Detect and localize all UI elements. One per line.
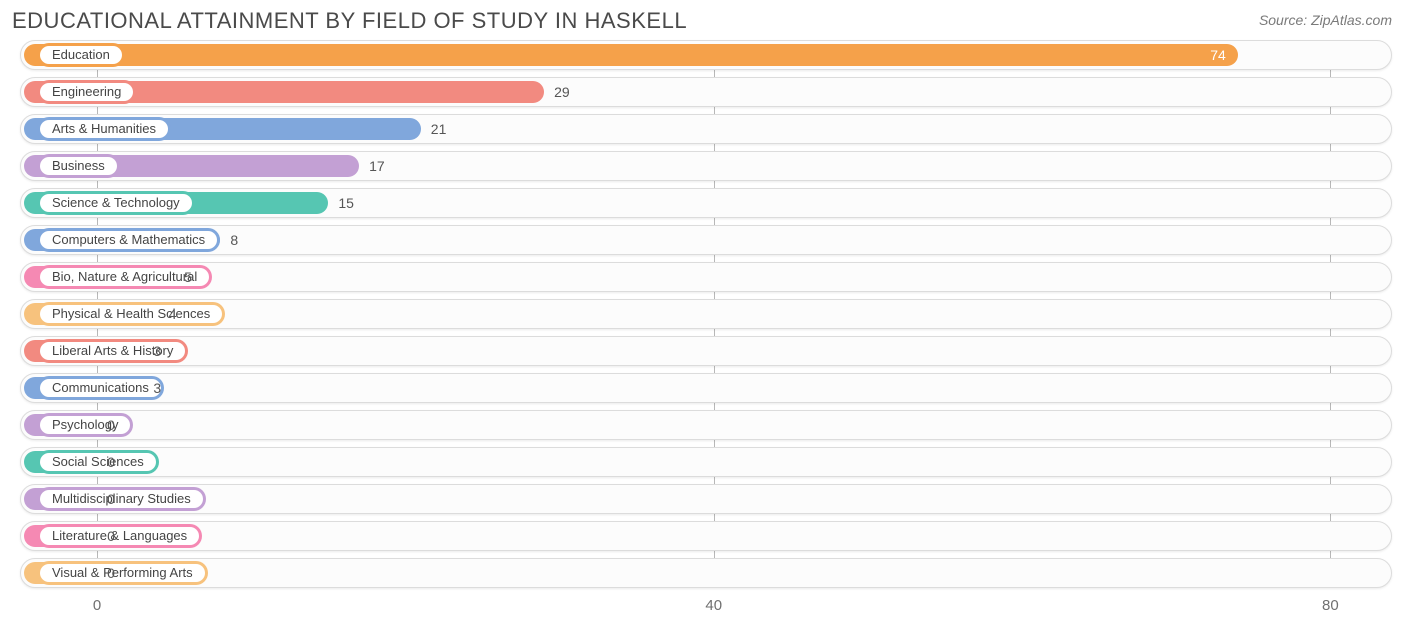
bar-value-label: 4 <box>169 306 177 322</box>
bar-row: Education 74 <box>20 40 1392 70</box>
x-axis-tick: 0 <box>93 597 101 614</box>
bar-row: Engineering 29 <box>20 77 1392 107</box>
bar-row: Communications3 <box>20 373 1392 403</box>
bar-row: Social Sciences0 <box>20 447 1392 477</box>
bar-category-label: Liberal Arts & History <box>40 342 185 360</box>
plot-area: Education 74 Engineering 29 Arts & Humanitie… <box>20 40 1392 623</box>
bar-track <box>20 225 1392 255</box>
bar-value-label: 0 <box>107 565 115 581</box>
chart-source: Source: ZipAtlas.com <box>1259 8 1392 28</box>
bar-track <box>20 558 1392 588</box>
bar-track <box>20 373 1392 403</box>
bar-category-label: Communications <box>40 379 161 397</box>
bar-value-label: 0 <box>107 528 115 544</box>
bar-row: Multidisciplinary Studies0 <box>20 484 1392 514</box>
bar-value-label: 21 <box>431 121 447 137</box>
x-axis: 0 40 80 <box>20 593 1392 623</box>
bar-category-label: Multidisciplinary Studies <box>40 490 203 508</box>
bar-row: Business 17 <box>20 151 1392 181</box>
bar-category-label: Psychology <box>40 416 130 434</box>
chart-title: EDUCATIONAL ATTAINMENT BY FIELD OF STUDY… <box>12 8 687 34</box>
bar-track <box>20 410 1392 440</box>
bar-value-label: 5 <box>184 269 192 285</box>
bar-fill <box>24 44 1238 66</box>
x-axis-tick: 40 <box>705 597 722 614</box>
bar-row: Physical & Health Sciences4 <box>20 299 1392 329</box>
bar-track <box>20 484 1392 514</box>
bar-row: Visual & Performing Arts0 <box>20 558 1392 588</box>
bar-row: Arts & Humanities 21 <box>20 114 1392 144</box>
bar-category-label: Literature & Languages <box>40 527 199 545</box>
bar-category-label: Arts & Humanities <box>40 120 168 138</box>
bar-category-label: Visual & Performing Arts <box>40 564 205 582</box>
bar-track <box>20 447 1392 477</box>
bar-category-label: Business <box>40 157 117 175</box>
bar-category-label: Computers & Mathematics <box>40 231 217 249</box>
bar-row: Literature & Languages0 <box>20 521 1392 551</box>
bar-category-label: Education <box>40 46 122 64</box>
bar-track <box>20 299 1392 329</box>
bar-value-label: 15 <box>338 195 354 211</box>
bar-category-label: Science & Technology <box>40 194 192 212</box>
bar-row: Science & Technology 15 <box>20 188 1392 218</box>
chart-header: EDUCATIONAL ATTAINMENT BY FIELD OF STUDY… <box>10 8 1396 40</box>
chart-container: EDUCATIONAL ATTAINMENT BY FIELD OF STUDY… <box>0 0 1406 632</box>
bar-value-label: 0 <box>107 454 115 470</box>
bar-value-label: 3 <box>153 380 161 396</box>
bar-value-label: 8 <box>230 232 238 248</box>
bar-category-label: Social Sciences <box>40 453 156 471</box>
bar-value-label: 0 <box>107 417 115 433</box>
bar-category-label: Physical & Health Sciences <box>40 305 222 323</box>
bar-value-label: 74 <box>1210 47 1226 63</box>
bar-row: Bio, Nature & Agricultural5 <box>20 262 1392 292</box>
bar-track <box>20 521 1392 551</box>
bar-category-label: Engineering <box>40 83 133 101</box>
bar-value-label: 3 <box>153 343 161 359</box>
bar-value-label: 17 <box>369 158 385 174</box>
bar-list: Education 74 Engineering 29 Arts & Humanitie… <box>20 40 1392 588</box>
bar-track <box>20 336 1392 366</box>
bar-value-label: 29 <box>554 84 570 100</box>
bar-row: Computers & Mathematics 8 <box>20 225 1392 255</box>
bar-row: Psychology0 <box>20 410 1392 440</box>
bar-row: Liberal Arts & History3 <box>20 336 1392 366</box>
x-axis-tick: 80 <box>1322 597 1339 614</box>
bar-value-label: 0 <box>107 491 115 507</box>
bar-track <box>20 262 1392 292</box>
